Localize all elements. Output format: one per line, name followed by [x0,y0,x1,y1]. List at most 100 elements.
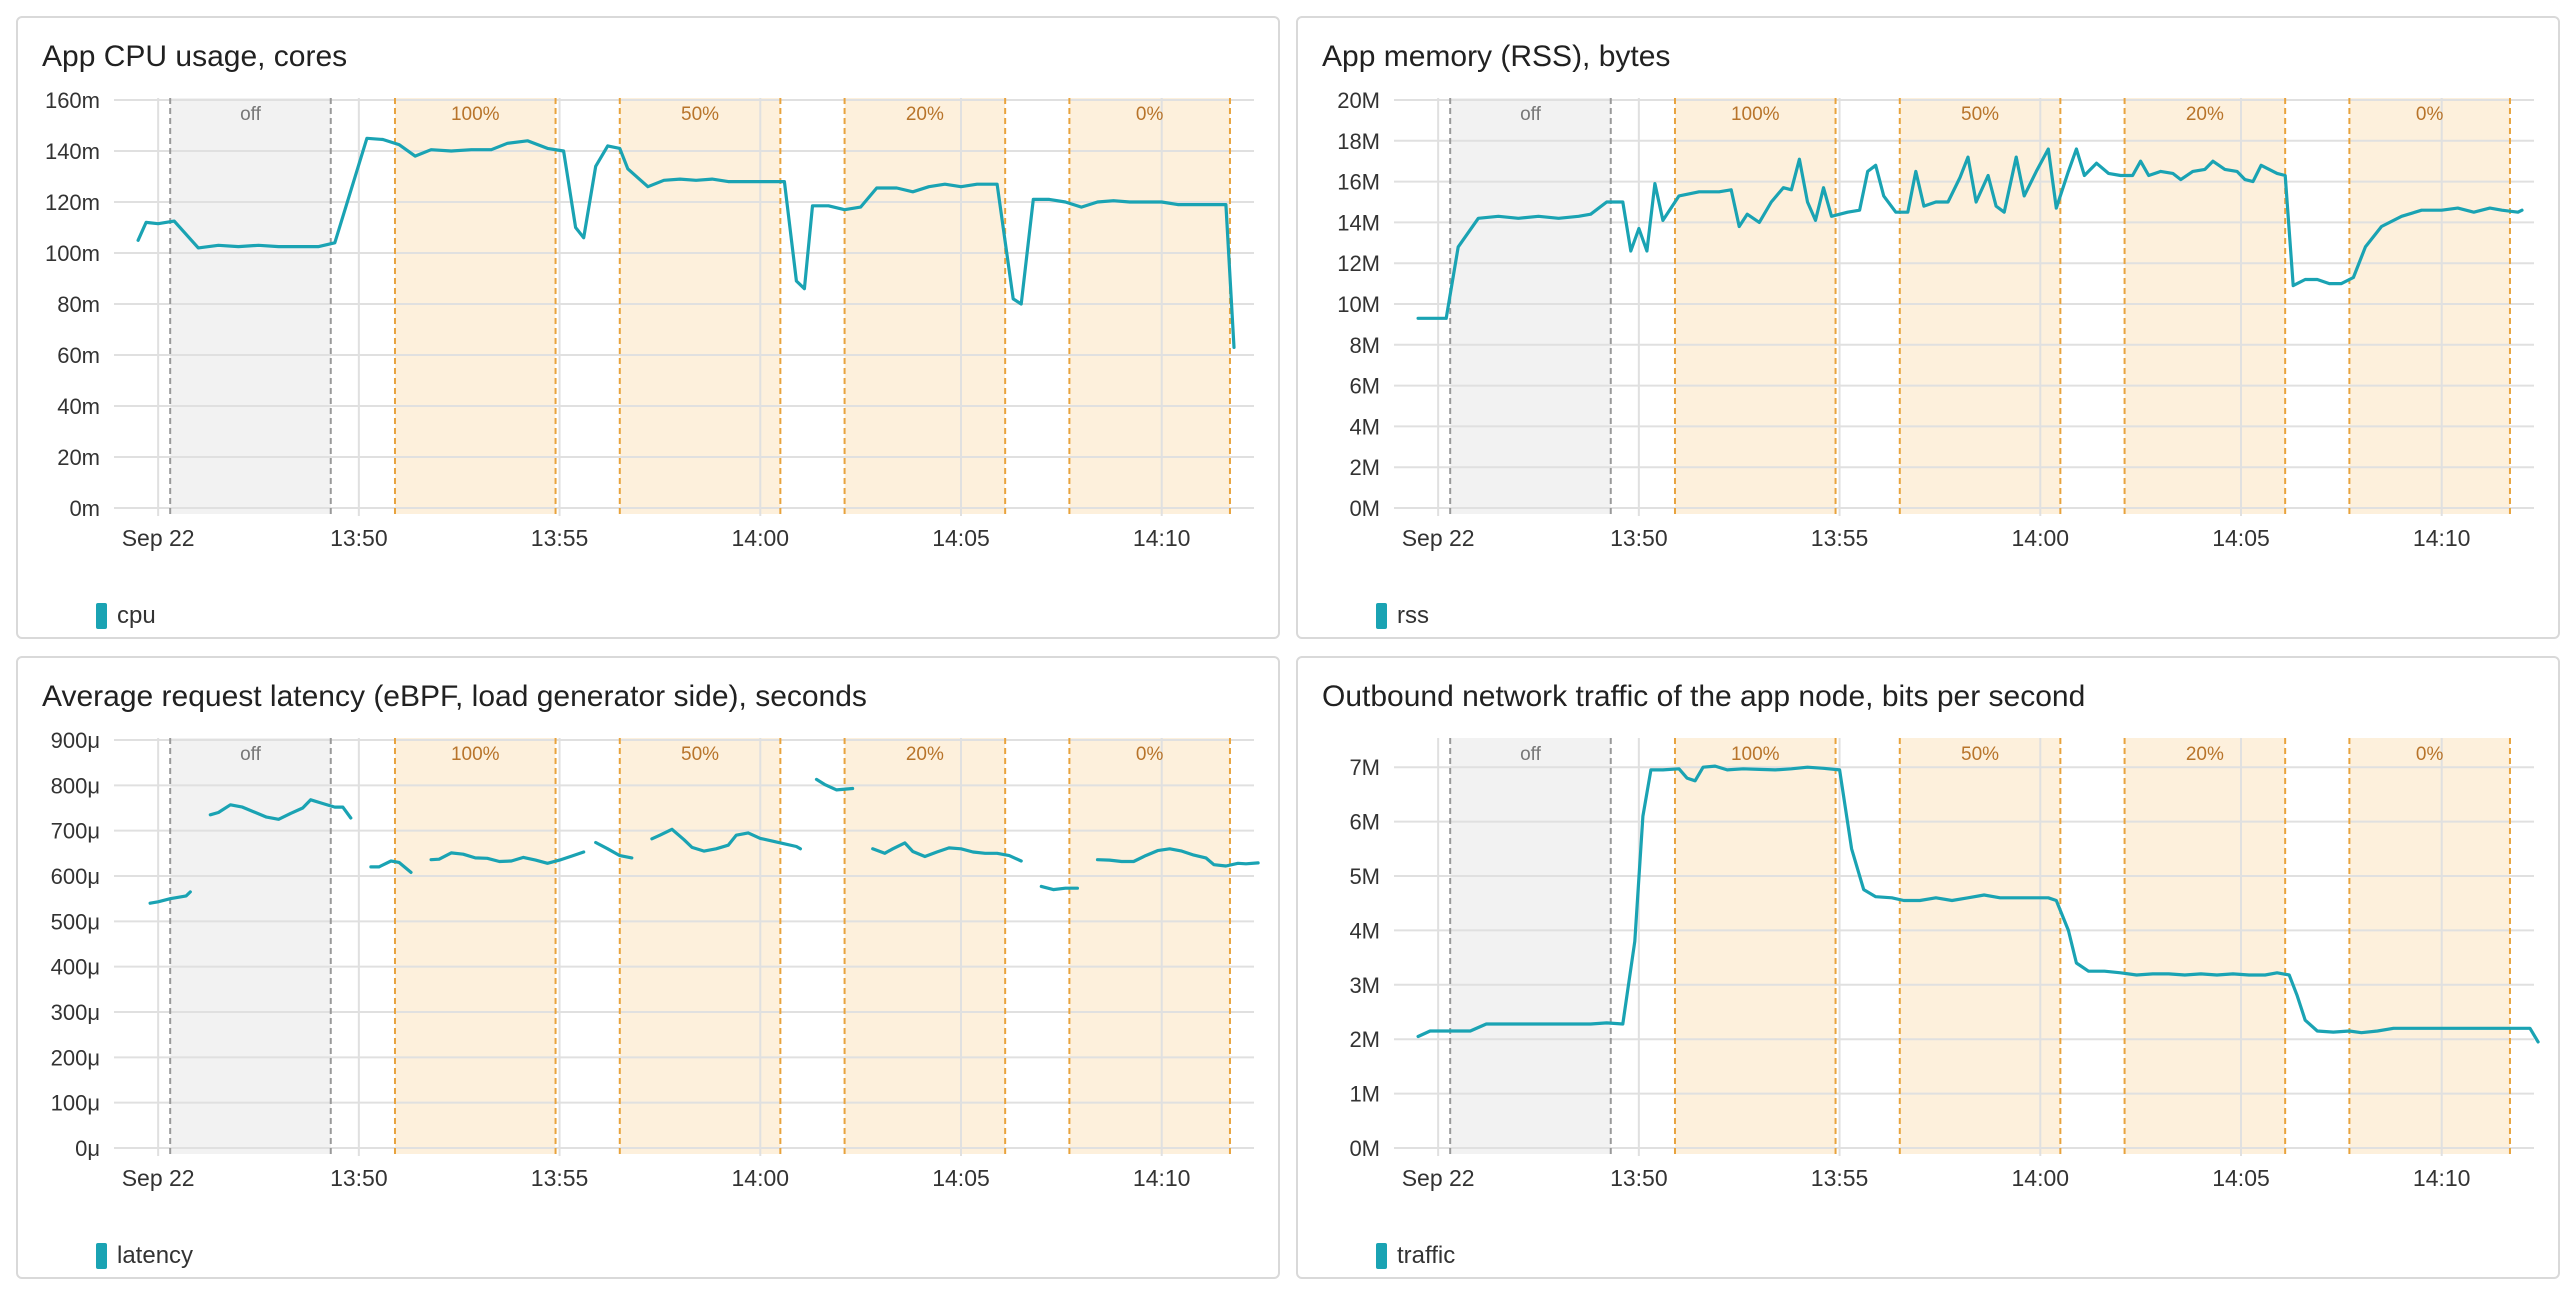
y-tick-label: 60m [57,343,100,368]
panel-title: App CPU usage, cores [42,40,348,73]
legend[interactable]: latency [96,1242,193,1270]
phase-label: off [1520,744,1542,765]
phase-label: 20% [906,104,944,125]
legend[interactable]: rss [1376,602,1429,630]
series-line-latency [1095,847,1260,868]
phase-band [394,738,556,1154]
x-tick-label: 14:00 [2012,525,2070,551]
phase-label: off [1520,104,1542,125]
x-tick-label: 13:50 [330,525,388,551]
panel-cpu: App CPU usage, cores 0m 20m 40m 60m 80m 100m 1… [16,16,1280,639]
legend-label: rss [1397,602,1429,629]
phase-band [2349,738,2510,1154]
y-tick-label: 700μ [51,819,100,844]
legend-swatch [96,1243,107,1269]
x-tick-label: 14:10 [2413,525,2471,551]
y-tick-label: 0M [1349,1136,1380,1161]
panel-traffic: Outbound network traffic of the app node… [1296,656,2560,1279]
phase-band [394,98,556,514]
chart-cpu: 0m 20m 40m 60m 80m 100m 120m 140m 160m Sep 22 13:5… [45,88,1254,551]
x-tick-label: 14:10 [1133,525,1191,551]
x-tick-label: 13:50 [330,1165,388,1191]
chart-latency: 0μ 100μ 200μ 300μ 400μ 500μ 600μ 700μ 800μ 900μ Se… [51,728,1260,1191]
x-tick-label: 13:50 [1610,525,1668,551]
phase-band [1450,98,1611,514]
y-tick-label: 900μ [51,728,100,753]
chart-traffic: 0M 1M 2M 3M 4M 5M 6M 7M Sep 22 13:50 13:55 14:00 14:… [1349,738,2540,1191]
x-tick-label: 13:55 [531,525,589,551]
legend[interactable]: traffic [1376,1242,1455,1270]
y-tick-label: 20m [57,445,100,470]
phase-band [1069,738,1230,1154]
phase-band [1069,98,1230,514]
panel-title: Outbound network traffic of the app node… [1322,680,2086,713]
x-tick-label: 14:00 [732,525,790,551]
phase-label: 50% [681,104,719,125]
phase-band [1674,98,1836,514]
phase-band [170,738,331,1154]
y-tick-label: 7M [1349,755,1380,780]
x-tick-label: 14:05 [932,1165,990,1191]
x-tick-label: 14:10 [1133,1165,1191,1191]
x-tick-label: Sep 22 [1402,1165,1475,1191]
x-tick-label: 13:55 [1811,1165,1869,1191]
phase-band [1674,738,1836,1154]
phase-band [619,98,781,514]
series-line-latency [1039,884,1079,892]
panel-title: Average request latency (eBPF, load gene… [42,680,867,713]
y-tick-label: 12M [1337,251,1380,276]
y-tick-label: 2M [1349,1027,1380,1052]
series-line-rss [1416,147,2524,320]
phase-label: 20% [2186,104,2224,125]
phase-band [2124,738,2286,1154]
series-line-cpu [136,136,1236,349]
phase-band [2349,98,2510,514]
y-tick-label: 3M [1349,973,1380,998]
x-tick-label: 14:05 [2212,1165,2270,1191]
chart-memory: 0M 2M 4M 6M 8M 10M 12M 14M 16M 18M 20M Sep 22 13:50 1… [1337,88,2534,551]
x-tick-label: 14:00 [2012,1165,2070,1191]
y-tick-label: 4M [1349,918,1380,943]
phase-band [2124,98,2286,514]
phase-label: 0% [2416,104,2444,125]
x-tick-label: 13:55 [1811,525,1869,551]
phase-label: 20% [906,744,944,765]
phase-band [1899,738,2061,1154]
x-tick-label: 14:10 [2413,1165,2471,1191]
legend-label: latency [117,1242,194,1269]
series-line-latency [650,827,802,853]
y-tick-label: 6M [1349,810,1380,835]
y-tick-label: 4M [1349,414,1380,439]
y-tick-label: 0μ [75,1136,100,1161]
phase-band [170,98,331,514]
x-tick-label: Sep 22 [1402,525,1475,551]
y-tick-label: 8M [1349,333,1380,358]
y-tick-label: 200μ [51,1045,100,1070]
phase-label: 100% [451,104,500,125]
series-line-latency [369,859,413,874]
legend-swatch [96,603,107,629]
x-tick-label: Sep 22 [122,1165,195,1191]
x-tick-label: 13:50 [1610,1165,1668,1191]
phase-band [1899,98,2061,514]
phase-label: 100% [1731,744,1780,765]
phase-label: off [240,744,262,765]
y-tick-label: 400μ [51,955,100,980]
y-tick-label: 14M [1337,210,1380,235]
phase-band [1450,738,1611,1154]
legend[interactable]: cpu [96,602,156,630]
y-tick-label: 40m [57,394,100,419]
phase-label: 0% [1136,744,1164,765]
legend-swatch [1376,603,1387,629]
y-tick-label: 100m [45,241,100,266]
phase-label: 100% [451,744,500,765]
legend-label: cpu [117,602,156,629]
phase-band [844,738,1006,1154]
y-tick-label: 2M [1349,455,1380,480]
x-tick-label: 14:00 [732,1165,790,1191]
panel-title: App memory (RSS), bytes [1322,40,1671,73]
y-tick-label: 18M [1337,129,1380,154]
y-tick-label: 160m [45,88,100,113]
phase-label: 0% [2416,744,2444,765]
legend-label: traffic [1397,1242,1456,1269]
